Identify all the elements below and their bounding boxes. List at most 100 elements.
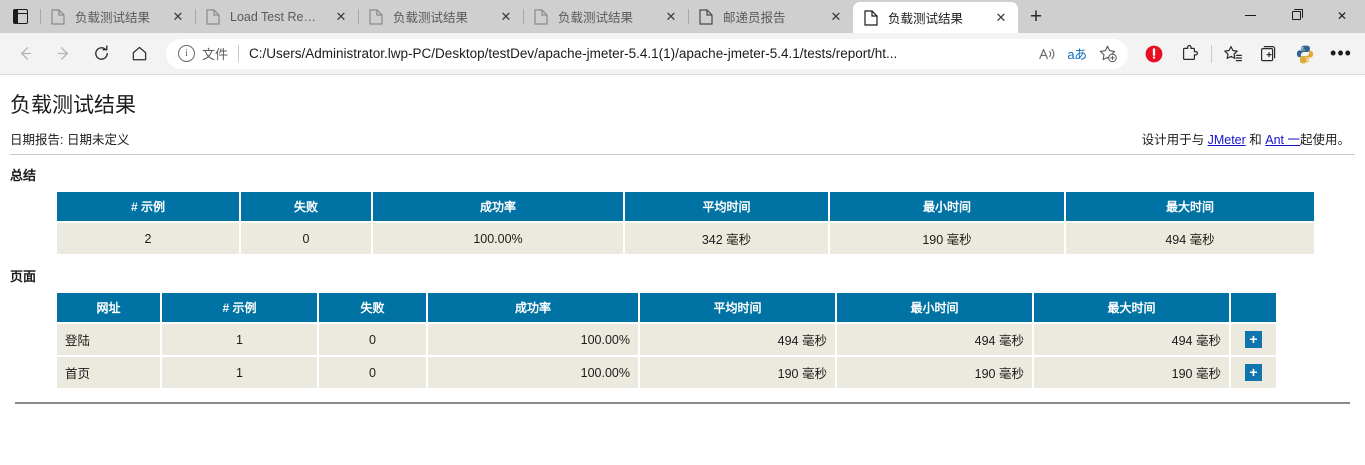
jmeter-report-page: 负载测试结果 日期报告: 日期未定义 设计用于与 JMeter 和 Ant 一起… bbox=[0, 89, 1365, 404]
pages-col-success-rate: 成功率 bbox=[428, 293, 638, 322]
tab-title: 负载测试结果 bbox=[558, 11, 634, 25]
read-aloud-button[interactable] bbox=[1032, 41, 1062, 67]
address-bar[interactable]: i 文件 C:/Users/Administrator.lwp-PC/Deskt… bbox=[166, 38, 1128, 69]
home-icon bbox=[132, 46, 146, 61]
pages-cell-expand[interactable]: + bbox=[1231, 324, 1276, 355]
browser-tab-4[interactable]: 负载测试结果 ✕ bbox=[523, 0, 688, 33]
summary-cell-min-time: 190 毫秒 bbox=[830, 223, 1064, 254]
window-controls: ✕ bbox=[1227, 0, 1365, 33]
ant-link[interactable]: Ant 一 bbox=[1265, 133, 1300, 147]
pages-col-failures: 失败 bbox=[319, 293, 426, 322]
table-row: 登陆 1 0 100.00% 494 毫秒 494 毫秒 494 毫秒 + bbox=[57, 324, 1276, 355]
summary-cell-max-time: 494 毫秒 bbox=[1066, 223, 1314, 254]
tab-title: 负载测试结果 bbox=[75, 11, 151, 25]
url-text[interactable]: C:/Users/Administrator.lwp-PC/Desktop/te… bbox=[249, 46, 898, 61]
back-arrow-icon bbox=[20, 47, 31, 60]
pages-cell-failures: 0 bbox=[319, 357, 426, 388]
summary-col-samples: # 示例 bbox=[57, 192, 239, 221]
expand-row-icon[interactable]: + bbox=[1245, 331, 1262, 348]
designed-mid: 和 bbox=[1245, 133, 1266, 147]
collections-icon bbox=[1260, 45, 1276, 61]
pages-cell-expand[interactable]: + bbox=[1231, 357, 1276, 388]
summary-col-success-rate: 成功率 bbox=[373, 192, 623, 221]
tab-title: 负载测试结果 bbox=[888, 12, 964, 26]
browser-tab-1[interactable]: 负载测试结果 ✕ bbox=[40, 0, 195, 33]
minimize-icon bbox=[1244, 14, 1256, 17]
window-close-button[interactable]: ✕ bbox=[1336, 8, 1348, 23]
tab-close-button[interactable]: ✕ bbox=[995, 9, 1007, 25]
browser-tab-5[interactable]: 邮递员报告 ✕ bbox=[688, 0, 853, 33]
summary-cell-failures: 0 bbox=[241, 223, 371, 254]
translate-button[interactable]: aあ bbox=[1062, 41, 1092, 67]
tabstrip-drag-area bbox=[1054, 0, 1227, 33]
refresh-button[interactable] bbox=[84, 37, 118, 71]
tab-close-button[interactable]: ✕ bbox=[335, 8, 347, 24]
summary-cell-success-rate: 100.00% bbox=[373, 223, 623, 254]
tab-actions-icon bbox=[12, 9, 28, 24]
summary-header-row: # 示例 失败 成功率 平均时间 最小时间 最大时间 bbox=[57, 192, 1314, 221]
summary-col-avg-time: 平均时间 bbox=[625, 192, 828, 221]
tab-actions-button[interactable] bbox=[0, 0, 40, 33]
back-button[interactable] bbox=[8, 37, 42, 71]
pages-cell-max-time: 190 毫秒 bbox=[1034, 357, 1229, 388]
pages-cell-avg-time: 190 毫秒 bbox=[640, 357, 835, 388]
settings-and-more-button[interactable]: ••• bbox=[1323, 37, 1359, 71]
pages-cell-max-time: 494 毫秒 bbox=[1034, 324, 1229, 355]
favorites-button[interactable] bbox=[1215, 37, 1251, 71]
pages-cell-success-rate: 100.00% bbox=[428, 357, 638, 388]
browser-tab-6-active[interactable]: 负载测试结果 ✕ bbox=[853, 2, 1018, 33]
pages-cell-failures: 0 bbox=[319, 324, 426, 355]
tab-close-button[interactable]: ✕ bbox=[172, 8, 184, 24]
collections-button[interactable] bbox=[1251, 37, 1287, 71]
pages-header-row: 网址 # 示例 失败 成功率 平均时间 最小时间 最大时间 bbox=[57, 293, 1276, 322]
adblock-icon bbox=[1145, 45, 1163, 62]
pages-cell-success-rate: 100.00% bbox=[428, 324, 638, 355]
home-button[interactable] bbox=[122, 37, 156, 71]
document-icon bbox=[50, 8, 66, 25]
extensions-button[interactable] bbox=[1172, 37, 1208, 71]
new-tab-button[interactable]: + bbox=[1029, 5, 1043, 28]
pages-col-avg-time: 平均时间 bbox=[640, 293, 835, 322]
translate-icon: aあ bbox=[1067, 47, 1087, 62]
page-title: 负载测试结果 bbox=[10, 94, 136, 117]
toolbar-separator bbox=[1211, 44, 1212, 63]
python-extension-icon bbox=[1296, 45, 1314, 63]
minimize-button[interactable] bbox=[1227, 0, 1273, 31]
pages-table: 网址 # 示例 失败 成功率 平均时间 最小时间 最大时间 登陆 1 0 100… bbox=[55, 291, 1278, 390]
pages-col-max-time: 最大时间 bbox=[1034, 293, 1229, 322]
summary-col-failures: 失败 bbox=[241, 192, 371, 221]
pages-cell-avg-time: 494 毫秒 bbox=[640, 324, 835, 355]
expand-row-icon[interactable]: + bbox=[1245, 364, 1262, 381]
tab-title: 邮递员报告 bbox=[723, 11, 786, 25]
tab-close-button[interactable]: ✕ bbox=[500, 8, 512, 24]
forward-button[interactable] bbox=[46, 37, 80, 71]
browser-chrome: 负载测试结果 ✕ Load Test Results ✕ 负载测试结果 ✕ 负载… bbox=[0, 0, 1365, 75]
document-icon bbox=[368, 8, 384, 25]
summary-col-max-time: 最大时间 bbox=[1066, 192, 1314, 221]
header-divider bbox=[10, 154, 1355, 155]
add-favorite-button[interactable] bbox=[1092, 41, 1122, 67]
pages-col-samples: # 示例 bbox=[162, 293, 317, 322]
designed-for-text: 设计用于与 JMeter 和 Ant 一起使用。 bbox=[1142, 129, 1355, 148]
tab-close-button[interactable]: ✕ bbox=[830, 8, 842, 24]
restore-icon bbox=[1291, 8, 1303, 20]
tab-close-button[interactable]: ✕ bbox=[665, 8, 677, 24]
tab-title: Load Test Results bbox=[230, 9, 316, 24]
refresh-icon bbox=[94, 45, 108, 60]
report-subheader-row: 日期报告: 日期未定义 设计用于与 JMeter 和 Ant 一起使用。 bbox=[10, 129, 1355, 148]
table-row: 2 0 100.00% 342 毫秒 190 毫秒 494 毫秒 bbox=[57, 223, 1314, 254]
summary-section-title: 总结 bbox=[10, 168, 37, 183]
browser-tab-2[interactable]: Load Test Results ✕ bbox=[195, 0, 358, 33]
pages-cell-url: 登陆 bbox=[57, 324, 160, 355]
jmeter-link[interactable]: JMeter bbox=[1207, 133, 1246, 147]
info-icon[interactable]: i bbox=[178, 45, 195, 62]
table-row: 首页 1 0 100.00% 190 毫秒 190 毫秒 190 毫秒 + bbox=[57, 357, 1276, 388]
pages-cell-min-time: 494 毫秒 bbox=[837, 324, 1032, 355]
adblock-button[interactable] bbox=[1136, 37, 1172, 71]
maximize-restore-button[interactable] bbox=[1273, 0, 1319, 31]
summary-col-min-time: 最小时间 bbox=[830, 192, 1064, 221]
browser-tab-3[interactable]: 负载测试结果 ✕ bbox=[358, 0, 523, 33]
address-bar-actions: aあ bbox=[1032, 41, 1122, 67]
python-extension-button[interactable] bbox=[1287, 37, 1323, 71]
forward-arrow-icon bbox=[57, 47, 68, 60]
